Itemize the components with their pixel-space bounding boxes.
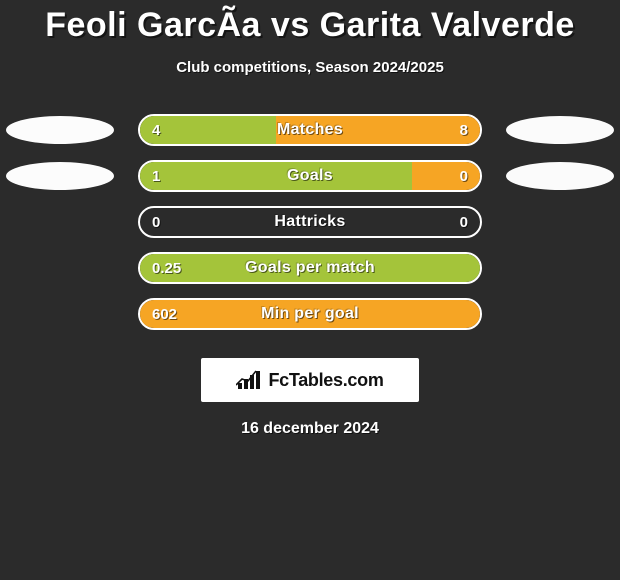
chart-icon: [236, 369, 262, 391]
datestamp: 16 december 2024: [0, 420, 620, 438]
stat-label: Min per goal: [140, 300, 480, 328]
stat-bar: 48Matches: [138, 114, 482, 146]
stat-bar: 0.25Goals per match: [138, 252, 482, 284]
stat-label: Hattricks: [140, 208, 480, 236]
stat-label: Goals: [140, 162, 480, 190]
subtitle: Club competitions, Season 2024/2025: [0, 59, 620, 76]
branding-badge[interactable]: FcTables.com: [201, 358, 419, 402]
stat-label: Matches: [140, 116, 480, 144]
stat-row: 00Hattricks: [0, 206, 620, 238]
player-right-logo: [506, 116, 614, 144]
player-left-logo: [6, 162, 114, 190]
stat-label: Goals per match: [140, 254, 480, 282]
stat-row: 0.25Goals per match: [0, 252, 620, 284]
branding-text: FcTables.com: [268, 370, 383, 391]
stat-row: 602Min per goal: [0, 298, 620, 330]
page-title: Feoli GarcÃ­a vs Garita Valverde: [0, 6, 620, 45]
stat-bar: 10Goals: [138, 160, 482, 192]
stat-row: 10Goals: [0, 160, 620, 192]
stat-rows: 48Matches 10Goals 00Hattricks 0.25Goals per…: [0, 114, 620, 330]
comparison-widget: Feoli GarcÃ­a vs Garita Valverde Club co…: [0, 0, 620, 580]
stat-bar: 602Min per goal: [138, 298, 482, 330]
stat-row: 48Matches: [0, 114, 620, 146]
player-left-logo: [6, 116, 114, 144]
player-right-logo: [506, 162, 614, 190]
stat-bar: 00Hattricks: [138, 206, 482, 238]
